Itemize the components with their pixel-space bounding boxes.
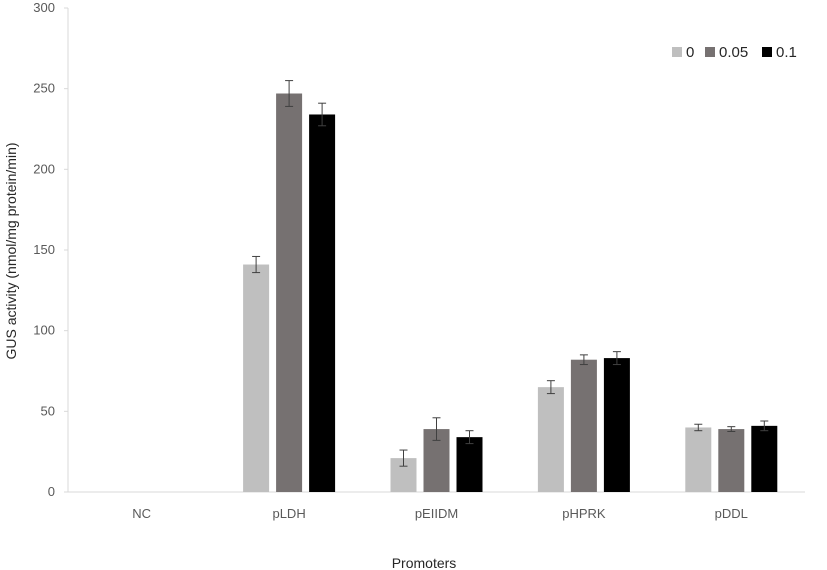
bar-pDDL-0.05 <box>718 429 745 492</box>
bar-pDDL-0 <box>685 427 712 492</box>
y-tick-label: 250 <box>33 81 55 96</box>
y-tick-label: 200 <box>33 161 55 176</box>
bar-pHPRK-0.05 <box>570 359 597 492</box>
x-tick-label: NC <box>132 506 151 521</box>
error-bars <box>252 80 769 467</box>
y-axis-label: GUS activity (nmol/mg protein/min) <box>3 142 19 359</box>
x-axis-label: Promoters <box>392 555 457 570</box>
legend-label-0.05: 0.05 <box>719 44 748 61</box>
bar-pDDL-0.1 <box>751 425 778 492</box>
legend-swatch-0.1 <box>762 47 772 57</box>
x-axis: NC pLDH pEIIDM pHPRK pDDL <box>68 491 805 521</box>
bar-pHPRK-0.1 <box>603 358 630 492</box>
x-tick-label: pEIIDM <box>415 506 458 521</box>
y-axis: 0 50 100 150 200 250 300 <box>33 0 69 499</box>
bar-pLDH-0.1 <box>309 114 336 492</box>
legend-label-0.1: 0.1 <box>776 44 797 61</box>
y-tick-label: 300 <box>33 0 55 15</box>
y-tick-label: 50 <box>41 403 55 418</box>
legend-swatch-0 <box>672 47 682 57</box>
y-tick-label: 150 <box>33 242 55 257</box>
legend: 0 0.05 0.1 <box>672 44 797 61</box>
bar-pEIIDM-0.1 <box>456 437 483 492</box>
y-tick-label: 0 <box>48 484 55 499</box>
bar-pLDH-0 <box>243 264 270 492</box>
bar-pHPRK-0 <box>537 387 564 492</box>
legend-swatch-0.05 <box>705 47 715 57</box>
x-tick-label: pDDL <box>715 506 748 521</box>
legend-label-0: 0 <box>686 44 694 61</box>
x-tick-label: pHPRK <box>562 506 606 521</box>
y-tick-label: 100 <box>33 323 55 338</box>
bars <box>243 93 778 493</box>
bar-pLDH-0.05 <box>276 93 303 493</box>
x-tick-label: pLDH <box>272 506 305 521</box>
